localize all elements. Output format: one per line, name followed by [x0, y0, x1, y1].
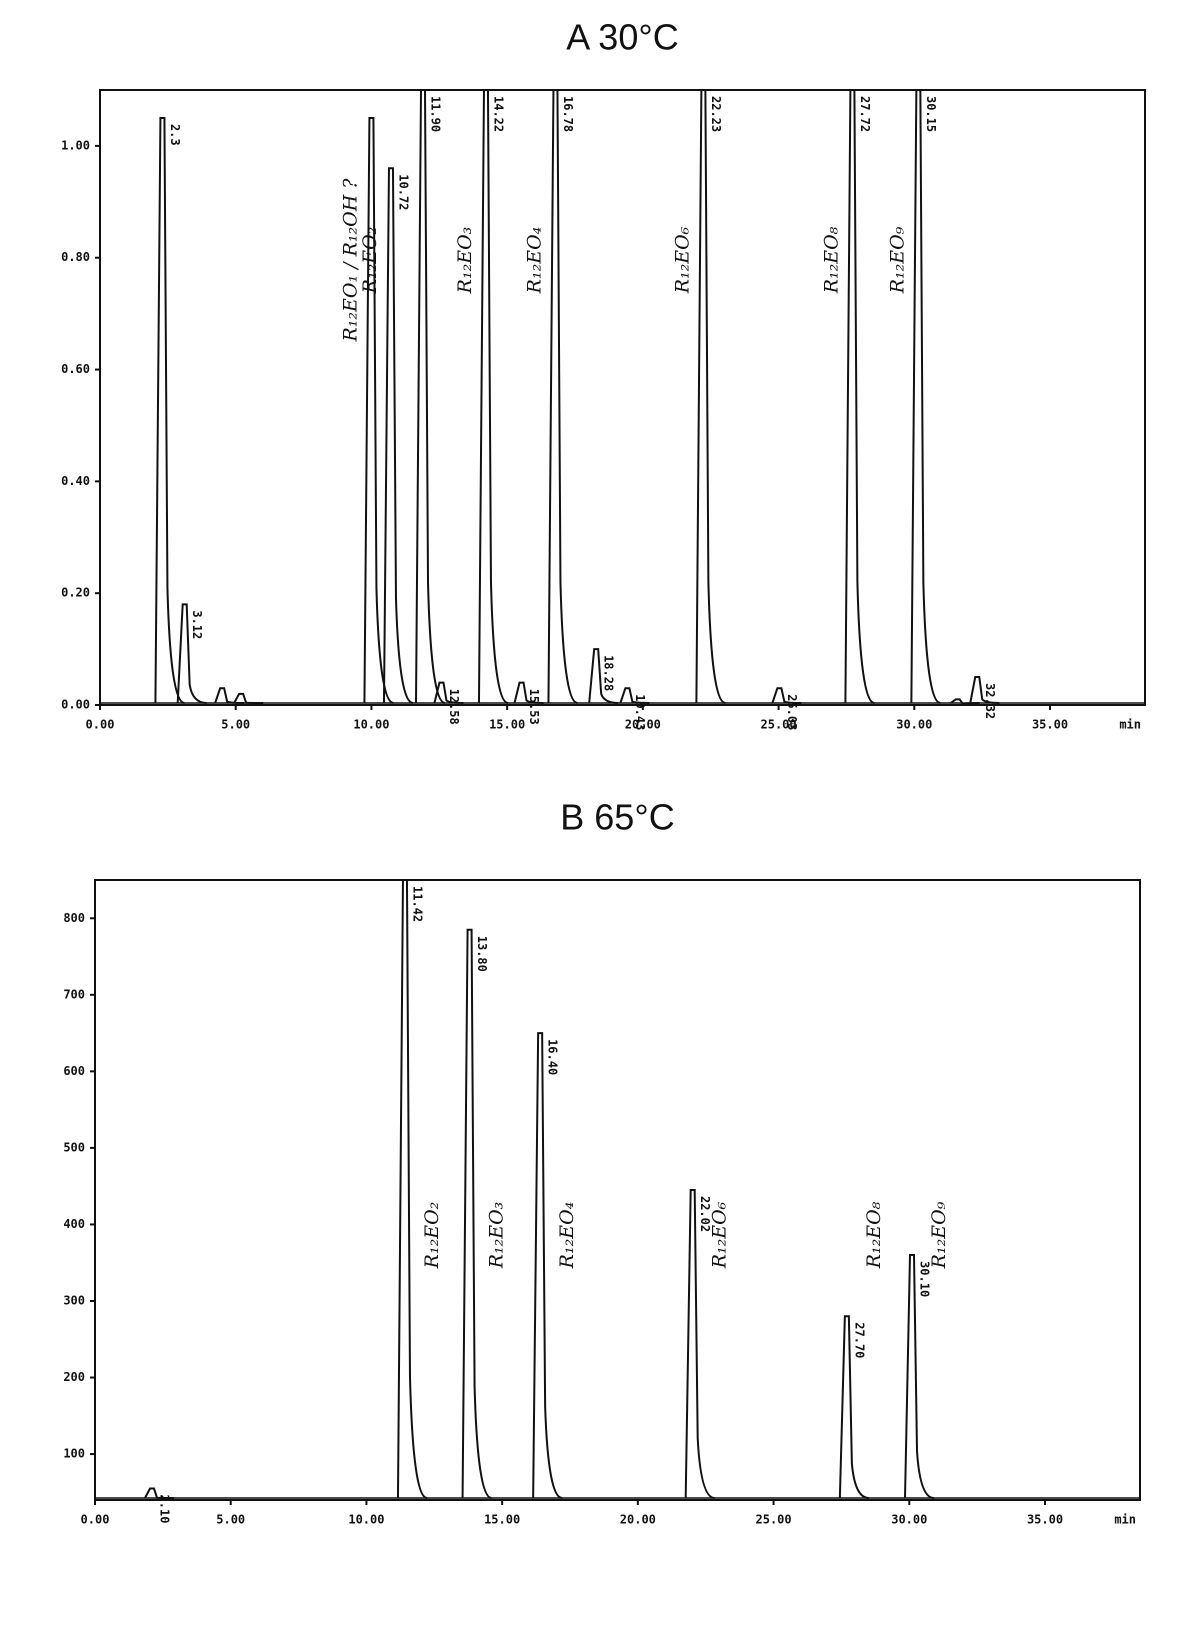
- panel-title: A 30°C: [566, 17, 678, 58]
- peak-label: 27.72: [858, 96, 872, 132]
- peak: [969, 676, 1000, 704]
- x-axis-label: min: [1114, 1513, 1136, 1527]
- peak-label: 16.40: [546, 1039, 560, 1075]
- plot-frame: [94, 879, 1141, 1501]
- peak: [684, 1189, 715, 1499]
- x-tick-label: 15.00: [484, 1513, 520, 1527]
- y-tick-label: 800: [63, 911, 85, 925]
- compound-label: R₁₂EO₆: [709, 1201, 731, 1269]
- peak: [904, 1254, 935, 1499]
- peak: [144, 1487, 175, 1499]
- peak-label: 15.53: [527, 689, 541, 725]
- x-tick-label: 20.00: [620, 1513, 656, 1527]
- y-tick-label: 500: [63, 1140, 85, 1154]
- compound-label: R₁₂EO₉: [928, 1201, 950, 1269]
- x-tick-label: 5.00: [216, 1513, 245, 1527]
- peak-label: 27.70: [852, 1322, 866, 1358]
- peak-label: 30.15: [924, 96, 938, 132]
- peak: [695, 89, 726, 704]
- x-axis-label: min: [1119, 718, 1141, 732]
- peak: [844, 89, 875, 704]
- compound-label: R₁₂EO₈: [820, 226, 842, 294]
- peak: [233, 692, 264, 704]
- y-tick-label: 400: [63, 1217, 85, 1231]
- peak-label: 11.90: [429, 96, 443, 132]
- y-tick-label: 100: [63, 1447, 85, 1461]
- peak: [396, 879, 428, 1499]
- x-tick-label: 30.00: [891, 1513, 927, 1527]
- y-tick-label: 0.80: [61, 250, 90, 264]
- peak: [176, 603, 207, 704]
- y-tick-label: 600: [63, 1064, 85, 1078]
- x-tick-label: 25.00: [761, 718, 797, 732]
- peak: [771, 687, 802, 704]
- x-tick-label: 0.00: [81, 1513, 110, 1527]
- peak-label: 16.78: [561, 96, 575, 132]
- x-tick-label: 35.00: [1027, 1513, 1063, 1527]
- x-tick-label: 20.00: [625, 718, 661, 732]
- y-tick-label: 200: [63, 1370, 85, 1384]
- compound-label: R₁₂EO₃: [454, 227, 476, 295]
- compound-label: R₁₂EO₂: [421, 1202, 443, 1270]
- compound-label: R₁₂EO₄: [523, 227, 545, 295]
- peak: [382, 167, 414, 704]
- peak: [363, 116, 394, 704]
- compound-label: R₁₂EO₁ / R₁₂OH ?: [339, 178, 361, 343]
- peak-label: 22.02: [698, 1196, 712, 1232]
- y-tick-label: 300: [63, 1293, 85, 1307]
- peak-label: 2.3: [168, 124, 182, 146]
- x-tick-label: 10.00: [348, 1513, 384, 1527]
- y-tick-label: 0.00: [61, 698, 90, 712]
- peak-label: 2.10: [158, 1495, 172, 1524]
- peak: [513, 681, 544, 704]
- panel-title: B 65°C: [560, 797, 674, 838]
- peak-label: 22.23: [709, 96, 723, 132]
- compound-label: R₁₂EO₃: [486, 1202, 508, 1270]
- peak-label: 32.32: [983, 683, 997, 719]
- x-tick-label: 30.00: [896, 718, 932, 732]
- peak: [532, 1032, 563, 1499]
- peak: [547, 89, 578, 704]
- peak-label: 12.58: [447, 689, 461, 725]
- compound-label: R₁₂EO₈: [863, 1201, 885, 1269]
- y-tick-label: 0.20: [61, 586, 90, 600]
- y-tick-label: 0.60: [61, 362, 90, 376]
- peak: [461, 928, 492, 1499]
- peak-label: 19.43: [633, 694, 647, 730]
- peak-label: 11.42: [410, 886, 424, 922]
- peak-label: 3.12: [190, 610, 204, 639]
- x-tick-label: 10.00: [353, 718, 389, 732]
- plot-frame: [99, 89, 1146, 706]
- x-tick-label: 0.00: [86, 718, 115, 732]
- peak: [433, 681, 464, 704]
- x-tick-label: 25.00: [756, 1513, 792, 1527]
- x-tick-label: 35.00: [1032, 718, 1068, 732]
- x-tick-label: 15.00: [489, 718, 525, 732]
- peak: [154, 116, 185, 704]
- y-tick-label: 1.00: [61, 138, 90, 152]
- peak-label: 13.80: [475, 936, 489, 972]
- x-tick-label: 5.00: [221, 718, 250, 732]
- peak: [415, 89, 446, 704]
- peak: [910, 89, 941, 704]
- peak: [838, 1315, 869, 1499]
- y-tick-label: 700: [63, 987, 85, 1001]
- peak-label: 14.22: [491, 96, 505, 132]
- peak: [588, 648, 619, 704]
- compound-label: R₁₂EO₄: [556, 1202, 578, 1270]
- peak-label: 30.10: [918, 1261, 932, 1297]
- peak-label: 10.72: [396, 174, 410, 210]
- compound-label: R₁₂EO₉: [886, 226, 908, 294]
- peak: [619, 687, 650, 704]
- peak: [214, 687, 245, 704]
- peak-label: 18.28: [602, 655, 616, 691]
- peak: [477, 89, 509, 704]
- peak: [950, 698, 980, 706]
- y-tick-label: 0.40: [61, 474, 90, 488]
- compound-label: R₁₂EO₆: [671, 226, 693, 294]
- peak-label: 25.03: [785, 694, 799, 730]
- compound-label: R₁₂EO₂: [359, 227, 381, 295]
